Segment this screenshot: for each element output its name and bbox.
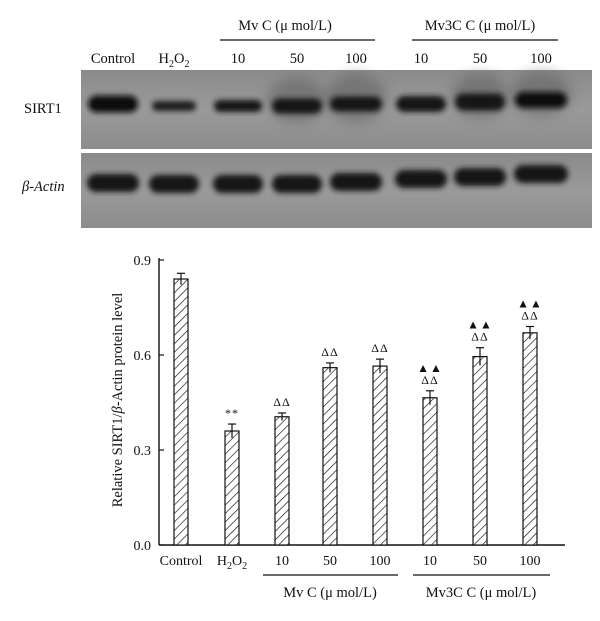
sirt1-band: [396, 96, 446, 112]
actin-band: [330, 173, 382, 191]
actin-band: [272, 175, 322, 193]
sirt1-band: [214, 100, 262, 112]
sirt1-band: [272, 98, 322, 114]
bar: [422, 397, 438, 546]
actin-bands: [87, 165, 568, 193]
y-ticks: 0.0 0.3 0.6 0.9: [134, 254, 164, 554]
actin-band: [87, 174, 139, 192]
bar: [173, 278, 189, 546]
y-tick-label: 0.9: [134, 254, 152, 269]
blot-group-header-mvc: Mv C (μ mol/L): [238, 18, 332, 34]
blot-lane-label: 10: [231, 51, 246, 67]
x-tick-label: 10: [423, 554, 437, 569]
significance-mark: **: [225, 406, 239, 420]
sirt1-band: [88, 95, 138, 113]
actin-band: [514, 165, 568, 183]
actin-band: [454, 168, 506, 186]
blot-row-label-sirt1: SIRT1: [24, 101, 62, 117]
western-blot: Mv C (μ mol/L) Mv3C C (μ mol/L) Control …: [21, 18, 592, 228]
blot-lane-label-h2o2: H2O2: [159, 51, 190, 70]
y-tick-label: 0.0: [134, 539, 152, 554]
x-tick-labels: Control H2O2 10 50 100 10 50 100: [160, 554, 541, 572]
significance-mark: ▲▲: [517, 297, 543, 311]
sirt1-band: [515, 92, 567, 108]
bar: [472, 355, 488, 546]
blot-lane-label: 10: [414, 51, 429, 67]
x-tick-label: 100: [370, 554, 391, 569]
group-labels: Mv C (μ mol/L) Mv3C C (μ mol/L): [263, 574, 550, 601]
bar: [372, 365, 388, 546]
sirt1-band: [152, 101, 196, 111]
significance-mark: ▲▲: [467, 318, 493, 332]
x-tick-label: 50: [323, 554, 337, 569]
y-tick-label: 0.6: [134, 349, 152, 364]
actin-band: [213, 175, 263, 193]
significance-mark: ΔΔ: [521, 309, 538, 323]
bar: [322, 367, 338, 546]
blot-row-label-actin: β-Actin: [21, 179, 65, 195]
x-tick-label: H2O2: [217, 554, 247, 572]
blot-lane-label: 50: [473, 51, 488, 67]
x-tick-label: Control: [160, 554, 203, 569]
sirt1-bands: [88, 92, 567, 114]
significance-mark: ▲▲: [417, 361, 443, 375]
y-axis-label: Relative SIRT1/β-Actin protein level: [110, 293, 126, 508]
bar: [224, 430, 240, 546]
group-label-mvc: Mv C (μ mol/L): [283, 585, 377, 601]
x-tick-label: 50: [473, 554, 487, 569]
significance-mark: ΔΔ: [471, 330, 488, 344]
blot-lane-label: Control: [91, 51, 135, 67]
actin-band: [395, 170, 447, 188]
blot-lane-label: 100: [530, 51, 552, 67]
y-tick-label: 0.3: [134, 444, 152, 459]
significance-mark: ΔΔ: [421, 373, 438, 387]
significance-mark: ΔΔ: [321, 345, 338, 359]
x-tick-label: 100: [520, 554, 541, 569]
bar: [274, 416, 290, 546]
sirt1-band: [330, 96, 382, 112]
actin-band: [149, 175, 199, 193]
significance-mark: ΔΔ: [371, 341, 388, 355]
blot-lane-label: 100: [345, 51, 367, 67]
significance-mark: ΔΔ: [273, 395, 290, 409]
bar-chart: Relative SIRT1/β-Actin protein level 0.0…: [110, 254, 565, 601]
sirt1-band: [455, 93, 505, 111]
group-label-mv3cc: Mv3C C (μ mol/L): [426, 585, 537, 601]
blot-lane-label: 50: [290, 51, 305, 67]
x-tick-label: 10: [275, 554, 289, 569]
blot-group-header-mv3cc: Mv3C C (μ mol/L): [425, 18, 536, 34]
bar: [522, 332, 538, 546]
